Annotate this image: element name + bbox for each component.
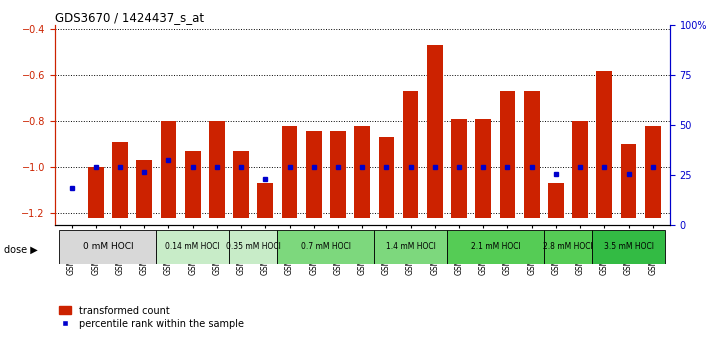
Bar: [185, 151, 200, 218]
Legend: transformed count, percentile rank within the sample: transformed count, percentile rank withi…: [60, 306, 244, 329]
Bar: [233, 151, 249, 218]
Bar: [475, 119, 491, 218]
Text: 0.7 mM HOCl: 0.7 mM HOCl: [301, 242, 351, 251]
Bar: [161, 121, 176, 218]
Text: 2.1 mM HOCl: 2.1 mM HOCl: [470, 242, 521, 251]
Text: 1.4 mM HOCl: 1.4 mM HOCl: [386, 242, 435, 251]
Text: 2.8 mM HOCl: 2.8 mM HOCl: [543, 242, 593, 251]
Bar: [88, 167, 103, 218]
Bar: [572, 121, 588, 218]
Bar: [596, 71, 612, 218]
Bar: [524, 91, 539, 218]
Bar: [112, 142, 128, 218]
Bar: [427, 45, 443, 218]
Bar: [379, 137, 395, 218]
Bar: [621, 144, 636, 218]
Bar: [544, 230, 593, 264]
Text: 0 mM HOCl: 0 mM HOCl: [82, 242, 133, 251]
Bar: [282, 126, 298, 218]
Bar: [60, 230, 157, 264]
Bar: [157, 230, 229, 264]
Bar: [229, 230, 277, 264]
Bar: [403, 91, 419, 218]
Bar: [451, 119, 467, 218]
Bar: [499, 91, 515, 218]
Bar: [136, 160, 152, 218]
Bar: [277, 230, 374, 264]
Bar: [645, 126, 661, 218]
Bar: [447, 230, 544, 264]
Text: GDS3670 / 1424437_s_at: GDS3670 / 1424437_s_at: [55, 11, 204, 24]
Bar: [374, 230, 447, 264]
Bar: [330, 131, 346, 218]
Bar: [209, 121, 225, 218]
Bar: [548, 183, 563, 218]
Text: 0.35 mM HOCl: 0.35 mM HOCl: [226, 242, 280, 251]
Text: 0.14 mM HOCl: 0.14 mM HOCl: [165, 242, 220, 251]
Bar: [306, 131, 322, 218]
Text: 3.5 mM HOCl: 3.5 mM HOCl: [604, 242, 654, 251]
Bar: [593, 230, 665, 264]
Bar: [355, 126, 370, 218]
Text: dose ▶: dose ▶: [4, 245, 37, 255]
Bar: [258, 183, 273, 218]
